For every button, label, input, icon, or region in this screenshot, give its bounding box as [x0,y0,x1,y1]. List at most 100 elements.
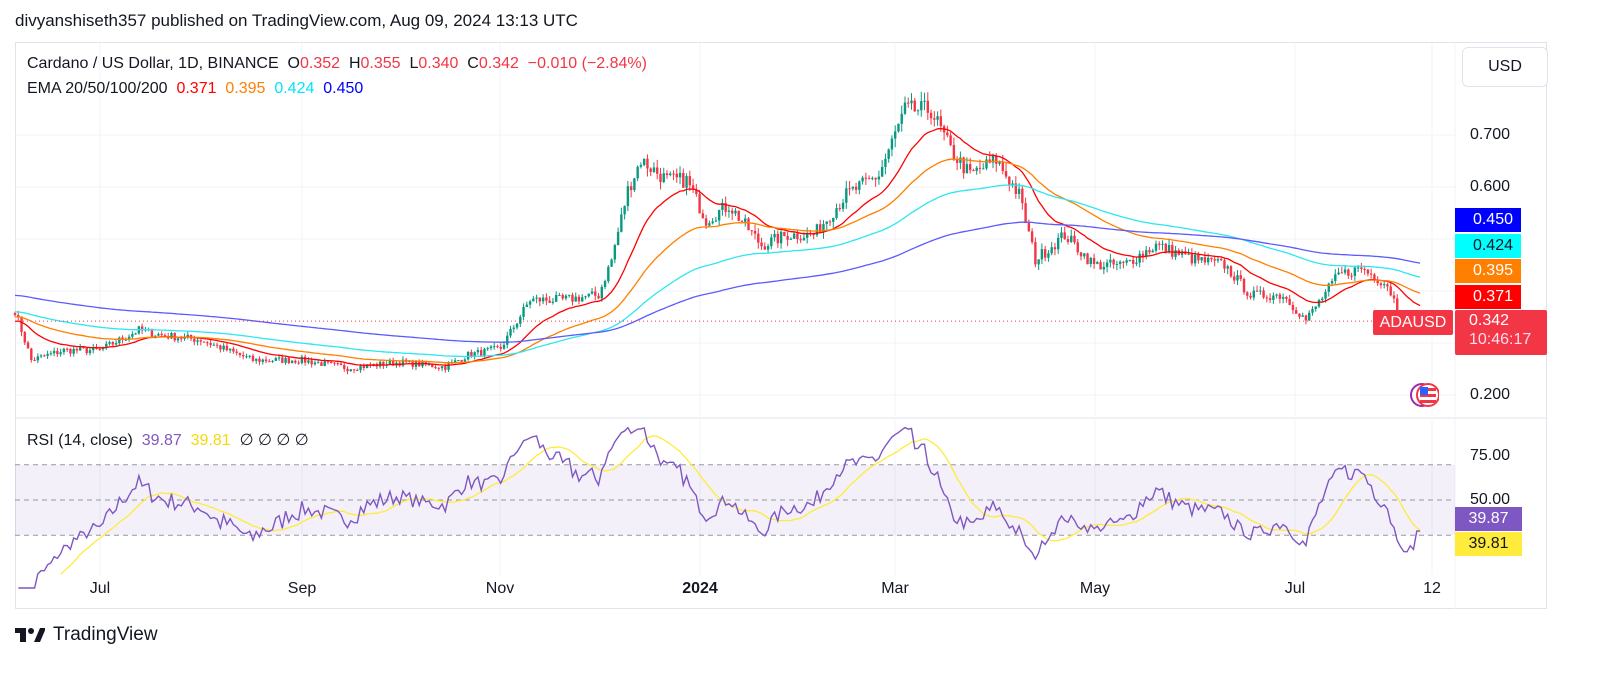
candle-body [352,369,356,371]
candle-body [796,233,799,240]
candle-body [1092,257,1096,264]
candle-body [339,363,343,366]
candle-body [532,298,535,302]
time-tick: Jul [1284,580,1306,597]
candle-body [219,345,222,350]
candle-body [300,356,304,364]
candle-body [1167,245,1171,253]
candle-body [101,348,105,350]
candle-body [1203,257,1207,263]
candle-body [740,220,744,222]
candle-body [900,113,903,124]
candle-body [1252,290,1255,298]
candle-body [600,286,603,299]
candle-body [362,365,366,368]
candle-body [805,232,809,238]
candle-body [1135,262,1138,264]
candle-body [851,186,855,189]
candle-body [659,173,662,183]
candle-body [584,296,587,298]
candle-body [440,366,444,369]
candle-body [1327,283,1330,292]
candle-body [717,209,721,221]
candle-body [105,343,108,349]
candle-body [1360,267,1363,269]
candle-body [802,237,806,241]
candle-body [903,102,907,114]
candle-body [470,351,473,357]
candle-body [636,166,639,179]
candle-body [316,362,320,364]
candle-body [92,347,95,351]
tradingview-logo-icon [15,628,45,642]
candle-body [564,295,568,299]
ema-label[interactable]: EMA 20/50/100/200 [27,80,168,97]
candle-body [23,331,26,343]
candle-body [1096,262,1099,264]
candle-body [434,367,437,369]
candle-body [737,210,740,221]
candle-body [864,177,868,179]
candle-body [248,355,251,357]
candle-body [43,355,46,357]
candle-body [874,177,877,180]
candle-body [1043,249,1047,258]
candle-body [466,351,470,360]
tradingview-logo[interactable]: TradingView [15,624,158,646]
close-label: C [467,55,479,72]
candle-body [678,172,682,178]
candle-body [20,316,23,332]
rsi-label[interactable]: RSI (14, close) [27,432,133,449]
high-label: H [348,55,361,72]
candle-body [766,246,770,250]
candle-body [554,295,558,302]
symbol-legend: Cardano / US Dollar, 1D, BINANCE O0.352 … [27,55,647,73]
candle-body [1236,275,1239,281]
price-tick: 0.700 [1470,126,1511,143]
candle-body [225,345,229,351]
us-flag-icon[interactable] [1409,382,1440,408]
candle-body [1353,267,1357,276]
candle-body [734,210,737,214]
candle-body [1021,188,1024,204]
ema50-value: 0.395 [225,80,266,97]
candle-body [349,369,352,372]
currency-button[interactable]: USD [1462,47,1548,87]
candle-body [607,266,610,282]
candle-body [1268,298,1272,300]
candle-body [867,178,871,180]
candle-body [841,202,845,209]
candle-body [1115,263,1119,265]
candle-body [642,158,646,165]
candle-body [727,210,731,212]
candle-body [1128,259,1132,261]
candle-body [721,202,724,210]
candle-body [590,291,594,294]
candle-body [939,116,943,127]
rsi-line [18,426,1421,589]
candle-body [1206,257,1210,263]
change-value: −0.010 (−2.84%) [527,55,647,72]
candle-body [724,202,727,212]
candle-body [235,351,238,353]
candle-body [858,181,861,190]
candle-body [1200,257,1203,261]
candle-body [525,304,529,307]
candle-body [558,294,561,296]
candle-body [779,231,783,244]
candle-body [1321,298,1324,301]
candle-body [303,356,307,363]
candle-body [1158,243,1161,245]
candle-body [897,123,900,132]
symbol-name[interactable]: Cardano / US Dollar, 1D, BINANCE [27,55,279,72]
candle-body [1030,231,1034,243]
candle-body [82,347,85,349]
candle-body [894,131,897,139]
candle-body [391,360,395,366]
time-tick: May [1079,580,1111,597]
rsi-ma-line [60,435,1421,575]
time-tick: 12 [1423,580,1441,597]
candle-body [1050,247,1053,254]
